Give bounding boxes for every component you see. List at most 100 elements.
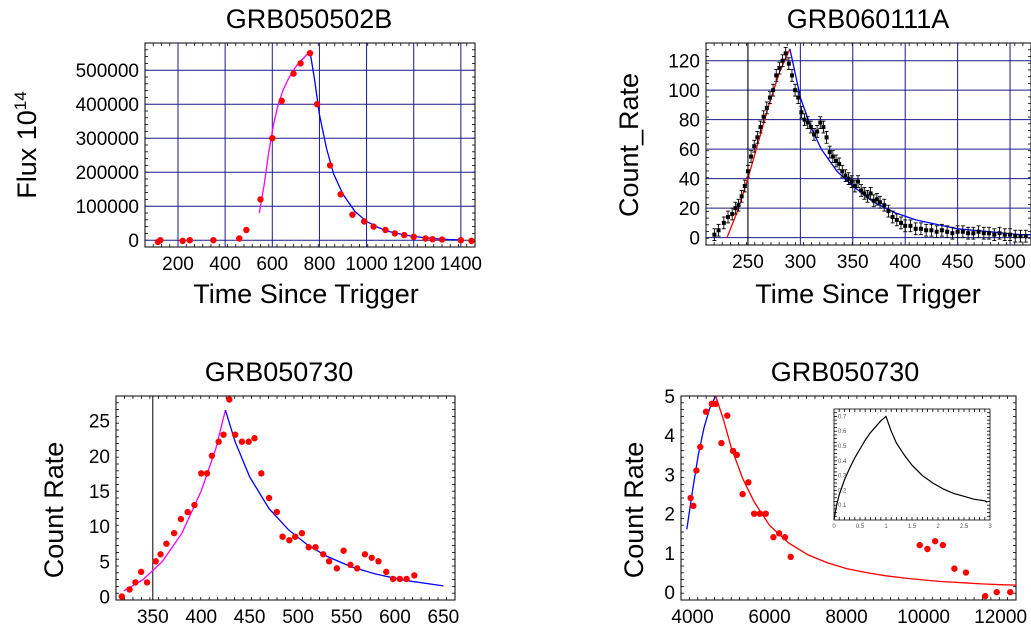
fit-curve <box>686 395 717 530</box>
data-point <box>422 235 429 242</box>
y-tick-label: 25 <box>89 412 110 433</box>
data-point <box>852 184 857 189</box>
data-point <box>913 226 918 231</box>
data-point <box>1002 232 1007 237</box>
fit-curve <box>309 51 461 241</box>
y-tick-label: 15 <box>89 482 110 503</box>
data-point <box>865 194 870 199</box>
data-point <box>745 479 752 486</box>
data-point <box>908 223 913 228</box>
data-point <box>712 232 717 237</box>
y-tick-label: 500000 <box>76 61 139 82</box>
data-point <box>916 541 923 549</box>
x-tick-label: 300 <box>785 252 817 273</box>
data-point <box>297 60 304 67</box>
data-point <box>257 196 264 203</box>
plot-frame <box>705 42 1031 246</box>
data-point <box>238 438 246 445</box>
data-point <box>899 220 903 225</box>
data-point <box>126 586 133 593</box>
data-point <box>137 568 145 576</box>
data-point <box>353 565 361 572</box>
data-point <box>389 575 397 583</box>
data-point <box>226 396 233 403</box>
data-point <box>208 452 216 459</box>
x-tick-label: 400 <box>209 254 241 275</box>
data-point <box>191 501 198 509</box>
inset-x-tick-label: 2.5 <box>960 524 969 530</box>
inset-y-tick-label: 0.7 <box>838 414 847 420</box>
plot-area: 200 400 600 800 1000 1200 1400 0 100000 200000 300… <box>76 42 482 275</box>
data-point <box>939 228 944 233</box>
data-point <box>152 558 159 565</box>
x-tick-label: 450 <box>942 252 974 273</box>
x-axis-label: Time Since Trigger <box>755 279 981 309</box>
x-tick-label: 4000 <box>671 607 713 628</box>
data-point <box>758 125 763 130</box>
fit-curve <box>123 409 227 592</box>
data-point <box>243 226 250 234</box>
data-point <box>774 73 779 78</box>
data-point <box>739 194 744 199</box>
data-point <box>827 150 832 155</box>
y-tick-label: 80 <box>679 111 700 132</box>
data-point <box>924 228 929 233</box>
data-point <box>401 231 408 239</box>
data-point <box>716 228 721 233</box>
data-point <box>962 569 970 576</box>
data-point <box>976 229 981 234</box>
y-tick-label: 10 <box>89 517 110 538</box>
data-point <box>298 529 306 537</box>
data-point <box>886 209 891 214</box>
data-point <box>690 502 697 510</box>
x-axis-label: Time Since Trigger <box>193 279 419 309</box>
data-point <box>687 494 694 502</box>
x-tick-label: 600 <box>379 607 411 628</box>
data-point <box>730 212 735 217</box>
plot-frame <box>144 42 476 248</box>
data-point <box>981 231 986 236</box>
data-point <box>429 235 436 243</box>
data-point <box>290 70 297 77</box>
data-point <box>770 534 777 541</box>
data-point <box>761 114 766 119</box>
data-point <box>184 508 191 516</box>
data-point <box>375 558 382 565</box>
data-point <box>764 105 769 110</box>
data-point <box>251 435 258 442</box>
x-tick-label: 6000 <box>748 607 790 628</box>
data-point <box>313 101 321 108</box>
inset-x-tick-label: 1 <box>884 524 888 530</box>
data-point <box>265 494 273 502</box>
data-point <box>170 529 178 537</box>
data-point <box>786 61 791 66</box>
inset-curve <box>833 415 988 521</box>
data-point <box>811 132 816 137</box>
data-point <box>780 58 785 63</box>
x-tick-label: 10000 <box>897 607 950 628</box>
x-tick-label: 8000 <box>825 607 867 628</box>
data-point <box>939 541 947 549</box>
data-point <box>286 537 293 544</box>
data-point <box>918 226 923 231</box>
y-tick-label: 200000 <box>76 163 139 184</box>
inset-x-tick-label: 2 <box>936 524 940 530</box>
data-point <box>805 120 810 125</box>
x-tick-label: 250 <box>732 252 764 273</box>
data-point <box>934 229 939 234</box>
data-point <box>457 237 465 244</box>
data-point <box>997 231 1002 236</box>
data-point <box>305 544 312 551</box>
inset-x-tick-label: 1.5 <box>908 524 917 530</box>
data-point <box>830 154 835 159</box>
data-point <box>383 568 390 576</box>
data-point <box>269 135 276 142</box>
x-tick-label: 1200 <box>393 254 435 275</box>
data-point <box>306 50 314 57</box>
inset-y-tick-label: 0.4 <box>838 459 847 465</box>
y-axis-label: Count_Rate <box>614 73 644 217</box>
data-point <box>733 451 741 459</box>
y-tick-label: 3 <box>664 465 675 486</box>
data-point <box>966 231 971 236</box>
